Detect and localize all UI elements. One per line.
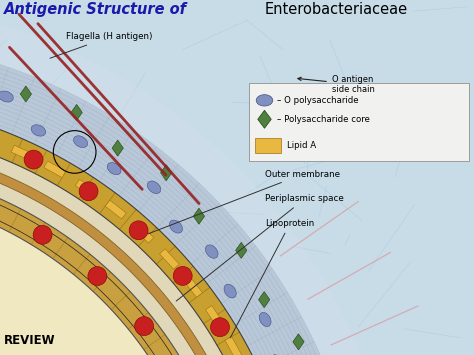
Polygon shape	[44, 161, 66, 178]
Text: Lipoprotein: Lipoprotein	[230, 219, 315, 338]
Polygon shape	[0, 150, 253, 355]
Text: Pili (Fimbriae): Pili (Fimbriae)	[0, 354, 1, 355]
Text: – Polysaccharide core: – Polysaccharide core	[277, 115, 370, 124]
Polygon shape	[258, 110, 271, 128]
Polygon shape	[183, 276, 202, 297]
Circle shape	[88, 267, 107, 285]
Polygon shape	[0, 1, 402, 355]
Text: Cytoplasm: Cytoplasm	[0, 354, 1, 355]
Text: Flagella (H antigen): Flagella (H antigen)	[50, 32, 153, 58]
Circle shape	[33, 225, 52, 244]
Text: Inner membrane: Inner membrane	[0, 354, 1, 355]
Polygon shape	[11, 145, 33, 161]
Ellipse shape	[256, 95, 273, 106]
Polygon shape	[0, 164, 239, 355]
Text: Enterobacteriaceae: Enterobacteriaceae	[264, 2, 408, 17]
Circle shape	[210, 318, 229, 337]
Text: Lipopolysaccharide (LPS) or
endotoxin: Lipopolysaccharide (LPS) or endotoxin	[0, 354, 1, 355]
Text: Antigenic Structure of: Antigenic Structure of	[4, 2, 192, 17]
Ellipse shape	[205, 245, 218, 258]
Text: Peptidoglycan: Peptidoglycan	[0, 354, 1, 355]
Polygon shape	[71, 104, 82, 120]
Ellipse shape	[259, 312, 271, 327]
Circle shape	[173, 267, 192, 285]
Polygon shape	[236, 242, 247, 258]
Polygon shape	[0, 126, 277, 355]
Polygon shape	[193, 208, 205, 224]
Polygon shape	[206, 306, 223, 327]
Ellipse shape	[31, 125, 46, 136]
Text: Lipid A: Lipid A	[287, 141, 316, 150]
Ellipse shape	[147, 181, 161, 193]
Polygon shape	[0, 190, 213, 355]
Polygon shape	[259, 291, 270, 308]
Circle shape	[24, 150, 43, 169]
Ellipse shape	[0, 91, 13, 102]
Ellipse shape	[73, 136, 88, 148]
Text: S. typhi: S. typhi	[0, 354, 1, 355]
Polygon shape	[20, 86, 31, 102]
Polygon shape	[159, 249, 179, 269]
Polygon shape	[133, 223, 154, 243]
Polygon shape	[75, 179, 97, 197]
Text: – O polysaccharide: – O polysaccharide	[277, 96, 359, 105]
Ellipse shape	[107, 163, 121, 175]
Ellipse shape	[170, 220, 182, 233]
Polygon shape	[105, 200, 126, 219]
Text: Outer membrane: Outer membrane	[148, 170, 340, 234]
Polygon shape	[112, 140, 123, 156]
FancyBboxPatch shape	[249, 83, 469, 161]
Text: Capsule (K or Vi antigen): Capsule (K or Vi antigen)	[0, 354, 1, 355]
Polygon shape	[0, 39, 364, 355]
Ellipse shape	[224, 284, 236, 298]
Polygon shape	[293, 334, 304, 350]
Text: Periplasmic space: Periplasmic space	[176, 194, 344, 301]
Polygon shape	[161, 165, 172, 181]
Polygon shape	[0, 140, 263, 355]
Circle shape	[135, 317, 154, 335]
Text: O antigen
side chain: O antigen side chain	[298, 75, 374, 94]
Polygon shape	[225, 337, 242, 355]
Circle shape	[79, 182, 98, 201]
Text: REVIEW: REVIEW	[4, 334, 55, 347]
FancyBboxPatch shape	[255, 138, 281, 153]
Circle shape	[129, 221, 148, 240]
Polygon shape	[0, 100, 303, 355]
